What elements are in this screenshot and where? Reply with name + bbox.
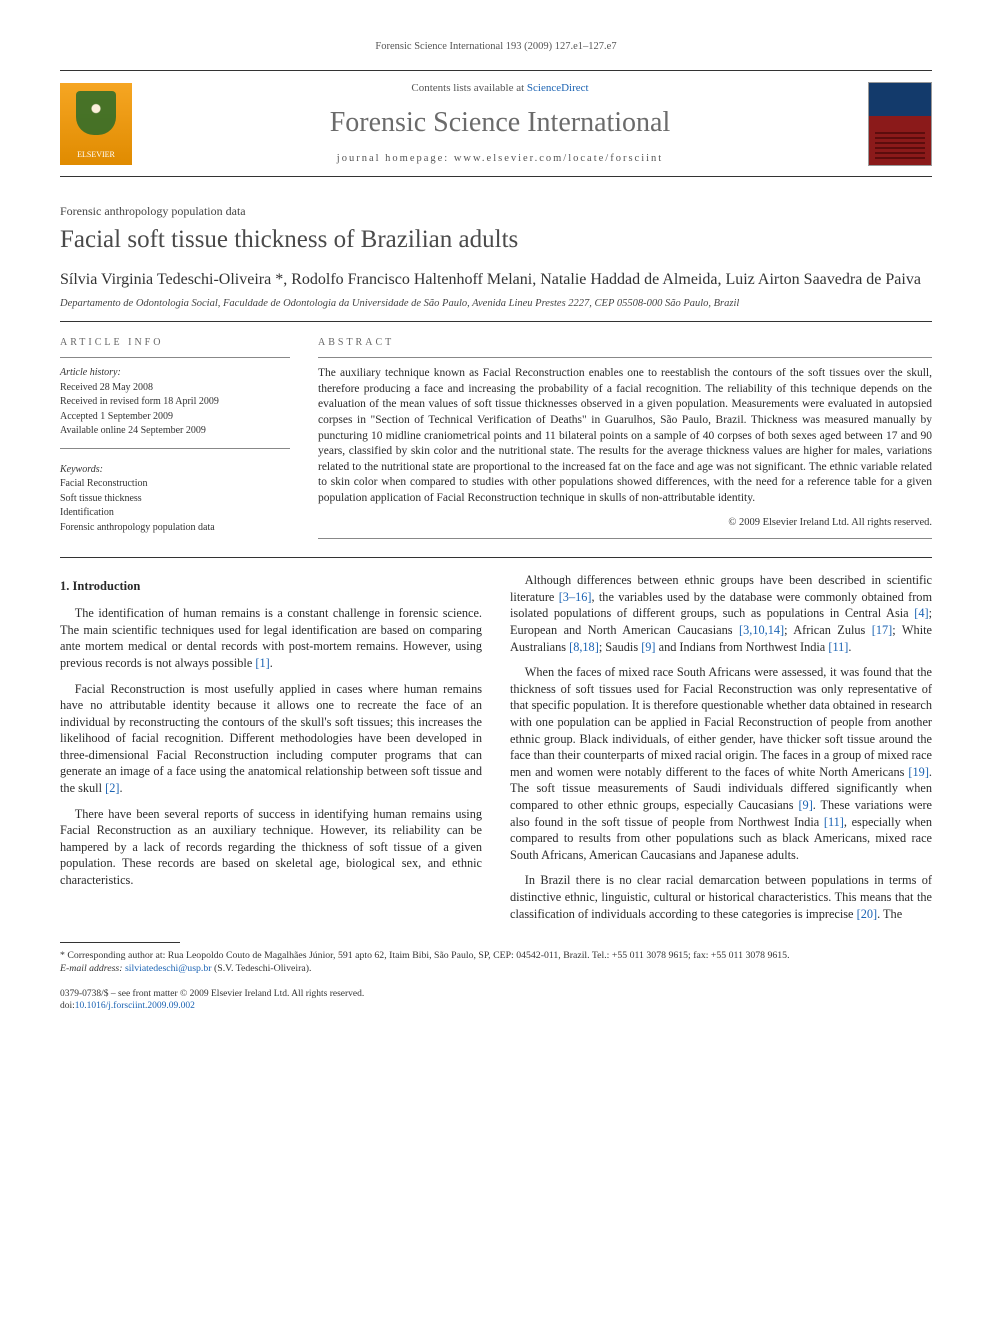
keyword: Identification: [60, 506, 290, 520]
history-received: Received 28 May 2008: [60, 381, 290, 395]
citation-link[interactable]: [19]: [908, 765, 929, 779]
history-online: Available online 24 September 2009: [60, 424, 290, 438]
journal-cover-thumbnail: [868, 82, 932, 166]
publisher-logo-label: ELSEVIER: [77, 150, 115, 161]
keyword: Facial Reconstruction: [60, 477, 290, 491]
article-info-panel: ARTICLE INFO Article history: Received 2…: [60, 336, 290, 539]
article-title: Facial soft tissue thickness of Brazilia…: [60, 225, 932, 255]
section-heading-introduction: 1. Introduction: [60, 578, 482, 595]
affiliation: Departamento de Odontologia Social, Facu…: [60, 297, 932, 311]
sciencedirect-link[interactable]: ScienceDirect: [527, 82, 589, 94]
citation-link[interactable]: [1]: [255, 656, 269, 670]
history-revised: Received in revised form 18 April 2009: [60, 395, 290, 409]
corresponding-author-footnote: * Corresponding author at: Rua Leopoldo …: [60, 949, 932, 975]
body-paragraph: There have been several reports of succe…: [60, 806, 482, 889]
journal-title: Forensic Science International: [150, 104, 850, 142]
corresponding-address: * Corresponding author at: Rua Leopoldo …: [60, 949, 932, 962]
author-email-link[interactable]: silviatedeschi@usp.br: [125, 963, 212, 974]
history-label: Article history:: [60, 366, 290, 380]
publisher-logo: ELSEVIER: [60, 83, 132, 165]
issn-line: 0379-0738/$ – see front matter © 2009 El…: [60, 988, 932, 1001]
citation-link[interactable]: [17]: [872, 623, 893, 637]
citation-link[interactable]: [20]: [857, 907, 878, 921]
citation-link[interactable]: [8,18]: [569, 640, 599, 654]
page-footer: 0379-0738/$ – see front matter © 2009 El…: [60, 988, 932, 1014]
abstract-copyright: © 2009 Elsevier Ireland Ltd. All rights …: [318, 516, 932, 530]
keywords-label: Keywords:: [60, 463, 290, 477]
contents-prefix: Contents lists available at: [411, 82, 526, 94]
citation-link[interactable]: [2]: [105, 781, 119, 795]
body-paragraph: When the faces of mixed race South Afric…: [510, 664, 932, 863]
body-paragraph: Although differences between ethnic grou…: [510, 572, 932, 655]
abstract-heading: ABSTRACT: [318, 336, 932, 350]
doi-prefix: doi:: [60, 1001, 75, 1011]
footnote-separator: [60, 942, 180, 943]
citation-link[interactable]: [9]: [641, 640, 655, 654]
article-info-heading: ARTICLE INFO: [60, 336, 290, 350]
divider: [60, 321, 932, 322]
email-label: E-mail address:: [60, 963, 123, 974]
history-accepted: Accepted 1 September 2009: [60, 410, 290, 424]
article-section-label: Forensic anthropology population data: [60, 203, 932, 219]
citation-link[interactable]: [3,10,14]: [739, 623, 784, 637]
keyword: Forensic anthropology population data: [60, 521, 290, 535]
citation-link[interactable]: [3–16]: [559, 590, 592, 604]
citation-link[interactable]: [11]: [824, 815, 844, 829]
abstract-panel: ABSTRACT The auxiliary technique known a…: [318, 336, 932, 539]
email-owner: (S.V. Tedeschi-Oliveira).: [214, 963, 311, 974]
journal-masthead: ELSEVIER Contents lists available at Sci…: [60, 70, 932, 177]
citation-link[interactable]: [9]: [798, 798, 812, 812]
citation-link[interactable]: [11]: [828, 640, 848, 654]
doi-link[interactable]: 10.1016/j.forsciint.2009.09.002: [75, 1001, 195, 1011]
article-body: 1. Introduction The identification of hu…: [60, 572, 932, 922]
running-head: Forensic Science International 193 (2009…: [60, 40, 932, 54]
journal-homepage: journal homepage: www.elsevier.com/locat…: [150, 152, 850, 166]
keyword: Soft tissue thickness: [60, 492, 290, 506]
contents-available-line: Contents lists available at ScienceDirec…: [150, 81, 850, 96]
body-paragraph: Facial Reconstruction is most usefully a…: [60, 681, 482, 797]
body-paragraph: In Brazil there is no clear racial demar…: [510, 872, 932, 922]
body-paragraph: The identification of human remains is a…: [60, 605, 482, 671]
author-list: Sílvia Virginia Tedeschi-Oliveira *, Rod…: [60, 269, 932, 291]
citation-link[interactable]: [4]: [914, 606, 928, 620]
abstract-text: The auxiliary technique known as Facial …: [318, 366, 932, 506]
